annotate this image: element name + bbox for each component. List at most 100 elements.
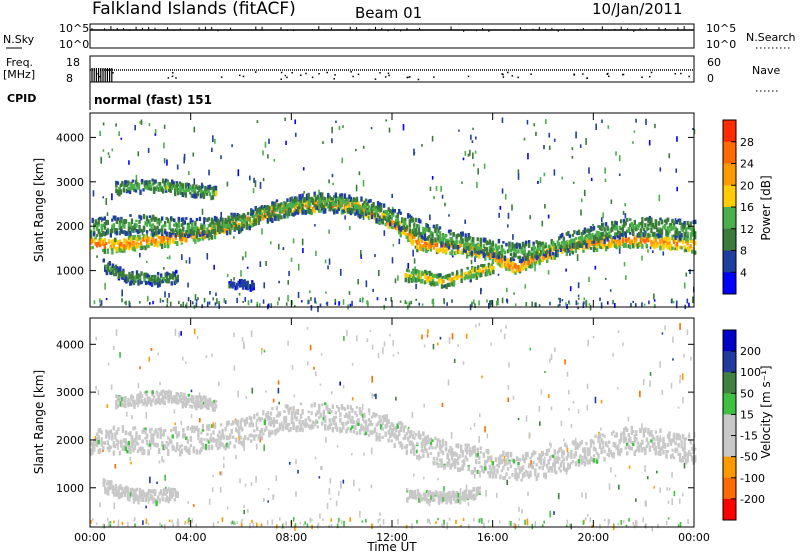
power-cell bbox=[565, 246, 569, 251]
power-cell bbox=[330, 204, 333, 211]
velocity-cell bbox=[189, 435, 193, 442]
velocity-noise bbox=[525, 415, 528, 422]
power-cell bbox=[645, 226, 649, 232]
power-noise bbox=[653, 293, 655, 300]
power-cell bbox=[553, 242, 556, 247]
power-cell bbox=[224, 221, 227, 225]
power-cell bbox=[422, 226, 425, 233]
velocity-cell bbox=[106, 446, 110, 451]
velocity-noise bbox=[441, 402, 444, 408]
power-cell bbox=[515, 266, 519, 272]
power-cell bbox=[491, 258, 495, 265]
power-noise bbox=[523, 137, 526, 141]
velocity-cell bbox=[129, 432, 132, 437]
power-noise bbox=[475, 136, 477, 140]
velocity-noise bbox=[540, 389, 543, 395]
power-noise bbox=[168, 255, 171, 260]
velocity-noise bbox=[395, 434, 398, 441]
power-cell bbox=[515, 250, 519, 254]
velocity-noise bbox=[226, 506, 229, 510]
power-cell bbox=[137, 183, 141, 187]
power-noise bbox=[588, 167, 590, 174]
power-cell bbox=[407, 233, 410, 237]
power-noise bbox=[145, 260, 148, 263]
power-cell bbox=[363, 201, 366, 206]
power-cell bbox=[615, 242, 618, 247]
power-cell bbox=[466, 266, 469, 270]
power-cell bbox=[162, 235, 165, 241]
velocity-noise bbox=[661, 332, 664, 335]
power-cell bbox=[253, 222, 256, 227]
power-cell bbox=[159, 236, 162, 240]
power-cell bbox=[482, 238, 485, 243]
velocity-noise bbox=[544, 456, 546, 459]
power-cell bbox=[233, 216, 236, 220]
power-cell bbox=[202, 191, 206, 196]
velocity-noise bbox=[377, 352, 380, 359]
power-cell bbox=[195, 218, 199, 222]
velocity-noise bbox=[644, 500, 647, 506]
velocity-noise bbox=[110, 384, 113, 390]
power-cell bbox=[150, 276, 154, 282]
velocity-noise bbox=[237, 390, 239, 398]
power-noise bbox=[265, 261, 267, 266]
velocity-cell bbox=[284, 415, 288, 420]
velocity-cell bbox=[420, 442, 424, 448]
velocity-noise bbox=[299, 521, 302, 525]
power-cell bbox=[364, 202, 368, 208]
power-cell bbox=[601, 222, 605, 228]
power-cell bbox=[361, 203, 365, 207]
power-cell bbox=[410, 277, 414, 283]
power-cell bbox=[265, 205, 268, 211]
velocity-cell bbox=[216, 433, 220, 438]
power-cell bbox=[443, 243, 446, 249]
power-cell bbox=[654, 225, 658, 229]
power-cell bbox=[213, 222, 217, 227]
power-cell bbox=[90, 240, 93, 245]
velocity-cell bbox=[118, 450, 122, 456]
velocity-cell bbox=[292, 406, 295, 410]
power-cell bbox=[512, 248, 516, 252]
velocity-cell bbox=[378, 414, 381, 420]
power-cell bbox=[641, 217, 644, 220]
power-cell bbox=[424, 269, 427, 274]
power-cell bbox=[336, 196, 339, 200]
power-cell bbox=[149, 185, 153, 189]
power-cell bbox=[100, 225, 103, 231]
power-cell bbox=[239, 225, 242, 230]
power-noise bbox=[277, 301, 279, 306]
power-cell bbox=[427, 270, 430, 274]
power-cell bbox=[370, 209, 374, 214]
power-noise bbox=[461, 181, 463, 184]
velocity-cell bbox=[236, 423, 239, 427]
power-cell bbox=[505, 258, 508, 264]
power-noise bbox=[134, 124, 136, 131]
power-cell bbox=[432, 239, 436, 243]
velocity-cell bbox=[241, 427, 244, 432]
power-cell bbox=[322, 204, 325, 211]
power-cell bbox=[189, 217, 193, 224]
power-cell bbox=[281, 204, 285, 209]
power-noise bbox=[282, 247, 285, 251]
velocity-cell bbox=[145, 439, 149, 446]
velocity-cell bbox=[207, 424, 211, 430]
power-cell bbox=[410, 215, 413, 219]
power-noise bbox=[201, 182, 203, 186]
power-cell bbox=[439, 277, 442, 281]
velocity-cell bbox=[248, 422, 251, 428]
power-cell bbox=[109, 247, 113, 250]
power-cell bbox=[275, 214, 279, 218]
power-cell bbox=[263, 211, 267, 216]
power-cell bbox=[129, 274, 133, 280]
power-cell bbox=[379, 218, 383, 222]
power-noise bbox=[302, 248, 304, 254]
power-cell bbox=[125, 274, 128, 279]
power-cell bbox=[298, 202, 301, 206]
power-cell bbox=[480, 273, 483, 278]
velocity-noise bbox=[616, 387, 619, 390]
velocity-noise bbox=[343, 520, 345, 527]
power-cell bbox=[600, 228, 603, 232]
velocity-cell bbox=[102, 445, 105, 451]
velocity-noise bbox=[313, 366, 315, 370]
power-cell bbox=[454, 274, 457, 279]
